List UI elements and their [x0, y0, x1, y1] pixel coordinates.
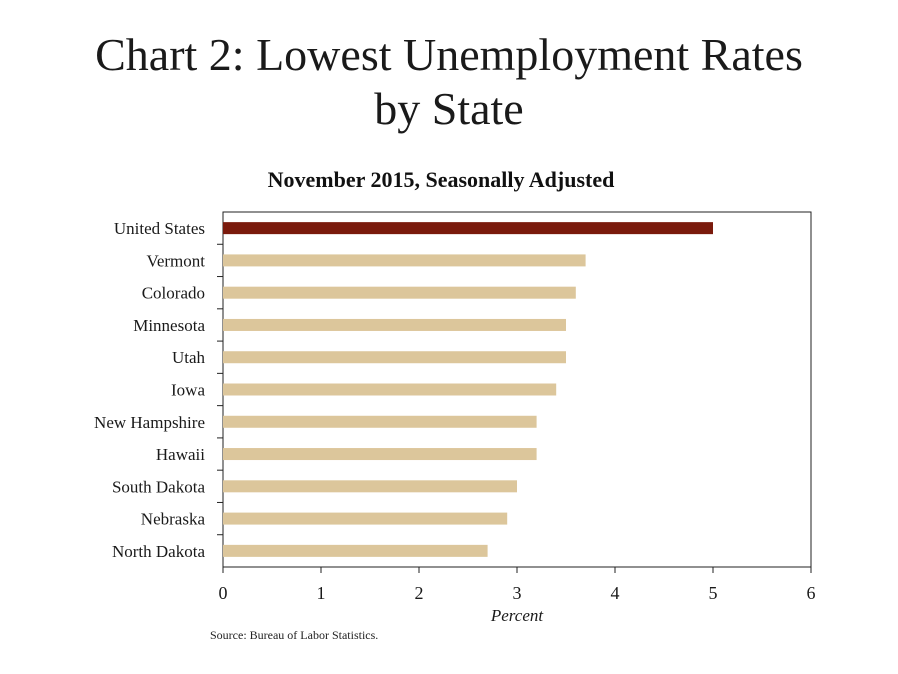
y-tick-label-utah: Utah	[172, 348, 206, 367]
y-tick-label-iowa: Iowa	[171, 381, 205, 400]
bar-vermont	[223, 254, 586, 267]
bar-colorado	[223, 286, 576, 299]
chart-title: Chart 2: Lowest Unemployment Rates by St…	[0, 28, 898, 136]
x-tick-label-1: 1	[317, 583, 326, 603]
bar-new-hampshire	[223, 415, 537, 428]
bar-south-dakota	[223, 480, 517, 493]
bar-united-states	[223, 222, 713, 235]
bar-iowa	[223, 383, 557, 396]
chart-title-line-1: Chart 2: Lowest Unemployment Rates	[95, 29, 803, 80]
bar-nebraska	[223, 512, 508, 525]
x-tick-label-3: 3	[513, 583, 522, 603]
bar-north-dakota	[223, 544, 488, 557]
x-axis-label: Percent	[490, 606, 545, 625]
y-tick-label-south-dakota: South Dakota	[112, 477, 205, 496]
y-tick-label-united-states: United States	[114, 219, 205, 238]
y-tick-label-vermont: Vermont	[146, 251, 205, 270]
y-tick-label-new-hampshire: New Hampshire	[94, 413, 205, 432]
x-tick-label-6: 6	[807, 583, 816, 603]
bar-hawaii	[223, 448, 537, 461]
y-tick-label-hawaii: Hawaii	[156, 445, 205, 464]
y-tick-label-north-dakota: North Dakota	[112, 542, 205, 561]
x-tick-label-4: 4	[611, 583, 620, 603]
y-tick-label-nebraska: Nebraska	[141, 510, 206, 529]
chart-title-line-2: by State	[374, 83, 524, 134]
x-tick-label-2: 2	[415, 583, 424, 603]
bar-utah	[223, 351, 566, 364]
x-tick-label-0: 0	[219, 583, 228, 603]
source-note: Source: Bureau of Labor Statistics.	[210, 628, 379, 642]
y-tick-label-minnesota: Minnesota	[133, 316, 205, 335]
y-tick-label-colorado: Colorado	[142, 284, 205, 303]
chart-subtitle: November 2015, Seasonally Adjusted	[267, 167, 615, 192]
x-tick-label-5: 5	[709, 583, 718, 603]
bar-minnesota	[223, 318, 566, 331]
